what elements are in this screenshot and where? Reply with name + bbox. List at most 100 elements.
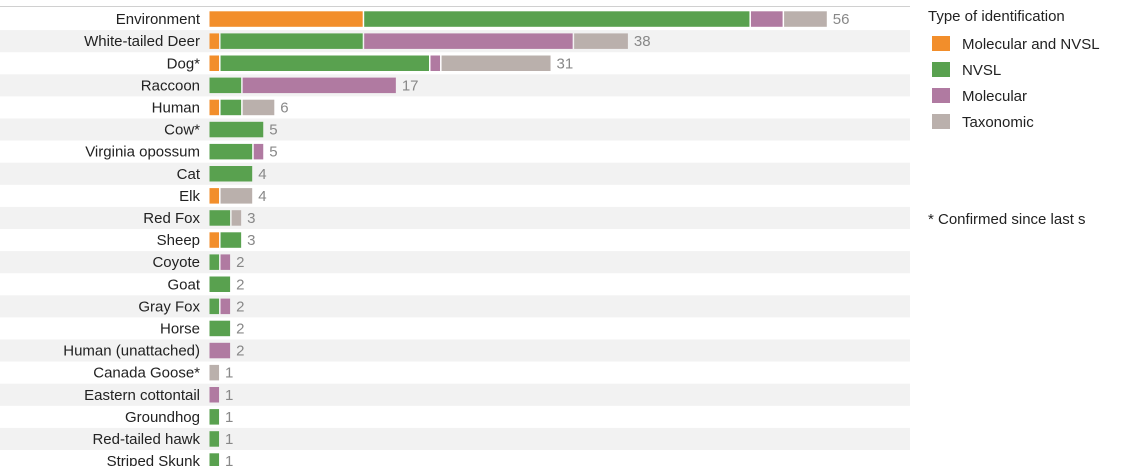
category-label: Red Fox [143,210,200,227]
bar-segment [209,99,220,116]
bar-segment [209,431,220,447]
bar-segment [242,77,396,94]
total-label: 1 [225,387,233,404]
total-label: 1 [225,365,233,382]
category-label: Cow* [164,122,200,139]
legend-swatch [932,36,950,51]
category-label: Coyote [152,254,200,271]
bar-segment [209,210,231,226]
bar-segment [750,11,783,27]
category-labels: Environment White-tailed Deer Dog* Raccoon H… [63,11,201,466]
category-label: Horse [160,320,200,337]
legend-swatch [932,62,950,77]
legend-swatch [932,114,950,129]
legend-items: Molecular and NVSL NVSL Molecular Taxonomic [932,36,1100,131]
row-band [0,118,910,141]
category-label: Red-tailed hawk [92,431,200,448]
bar-segment [784,11,827,27]
total-label: 2 [236,276,244,293]
category-label: Groundhog [125,409,200,426]
bar-segment [209,254,220,270]
total-label: 1 [225,431,233,448]
total-label: 1 [225,409,233,426]
bar-segment [209,188,220,204]
total-label: 17 [402,77,419,94]
bar-segment [209,364,220,381]
category-label: White-tailed Deer [84,33,200,50]
bar-segment [209,298,220,315]
legend-label: Molecular and NVSL [962,36,1100,53]
footnote: * Confirmed since last s [928,211,1086,228]
total-label: 2 [236,298,244,315]
category-label: Dog* [167,55,201,72]
legend: Type of identification Molecular and NVS… [928,8,1100,131]
total-label: 6 [280,99,288,116]
category-label: Environment [116,11,201,28]
row-band [0,427,910,450]
bar-marks [209,11,827,466]
total-label: 56 [833,11,850,28]
bar-segment [209,77,242,94]
bar-segment [574,33,628,49]
bar-segment [364,33,573,49]
category-label: Human [152,99,200,116]
total-label: 2 [236,343,244,360]
bar-segment [231,210,242,226]
category-label: Raccoon [141,77,200,94]
bar-segment [209,143,253,160]
legend-label: NVSL [962,62,1001,79]
bar-segment [209,121,264,138]
bar-segment [209,453,220,466]
row-band [0,74,910,97]
total-label: 4 [258,166,266,183]
bar-segment [209,33,220,49]
bar-segment [209,232,220,248]
category-label: Human (unattached) [63,343,200,360]
legend-title: Type of identification [928,8,1065,25]
bar-segment [209,55,220,71]
legend-label: Molecular [962,88,1027,105]
total-label: 38 [634,33,651,50]
category-label: Virginia opossum [85,144,200,161]
bar-segment [220,33,363,49]
category-label: Goat [167,276,200,293]
category-label: Elk [179,188,200,205]
category-label: Canada Goose* [93,365,200,382]
category-label: Sheep [157,232,200,249]
bar-segment [364,11,750,27]
total-label: 3 [247,210,255,227]
row-band [0,383,910,406]
category-label: Cat [177,166,201,183]
bar-segment [209,276,231,292]
bar-segment [220,188,253,204]
bar-segment [209,320,231,337]
bar-segment [209,11,363,27]
bar-segment [220,298,231,315]
row-band [0,206,910,229]
row-band [0,251,910,274]
bar-segment [220,232,242,248]
total-label: 4 [258,188,266,205]
category-label: Striped Skunk [107,453,201,466]
bar-segment [209,409,220,425]
bar-segment [209,342,231,359]
bar-segment [441,55,551,71]
category-label: Gray Fox [138,298,200,315]
bar-segment [220,55,429,71]
total-label: 1 [225,453,233,466]
bar-segment [209,166,253,182]
total-label: 3 [247,232,255,249]
bar-segment [253,143,264,160]
total-label: 5 [269,144,277,161]
category-label: Eastern cottontail [84,387,200,404]
bar-segment [220,254,231,270]
bar-segment [220,99,242,116]
total-label: 5 [269,122,277,139]
total-label: 2 [236,254,244,271]
legend-label: Taxonomic [962,114,1034,131]
row-band [0,162,910,185]
bar-segment [209,387,220,403]
bar-segment [242,99,275,116]
